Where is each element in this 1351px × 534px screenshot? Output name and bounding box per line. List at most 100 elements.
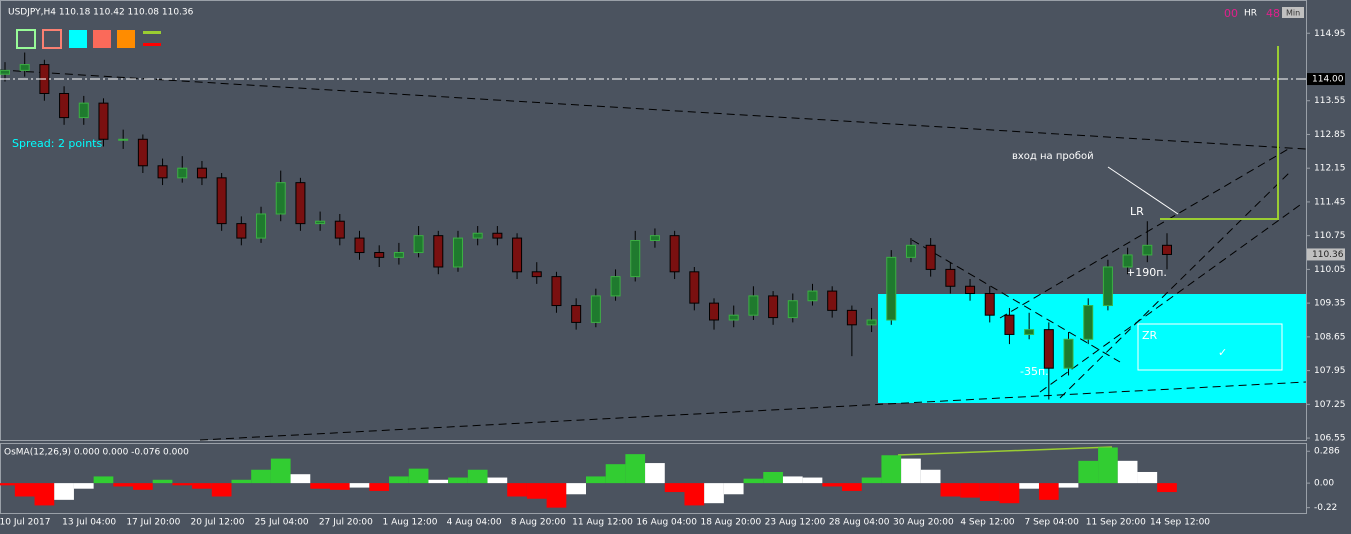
candle-body [571,305,582,323]
y-tick-label: 109.35 [1314,299,1346,309]
y-tick-label: 114.95 [1314,29,1346,39]
candle-body [748,295,759,316]
osma-bar [54,483,74,500]
tool-line[interactable] [143,31,161,34]
candle-body [905,244,916,258]
tool-square[interactable] [69,30,87,48]
tool-square[interactable] [93,30,111,48]
last-price-label: 110.36 [1312,250,1344,260]
candle-body [669,235,680,273]
candle-body [531,271,542,278]
candle-body [98,102,109,140]
osma-bar [1019,483,1039,489]
candle-body [709,302,720,321]
x-tick-label: 14 Sep 12:00 [1150,518,1210,528]
y-tick-label: 108.65 [1314,332,1346,342]
toolbar[interactable] [16,29,161,49]
candle-body [1142,244,1153,256]
tool-line[interactable] [143,43,161,46]
osma-bar [73,483,94,489]
gain-label: +190п. [1126,266,1167,279]
x-tick-label: 20 Jul 12:00 [191,518,245,528]
candle-body [256,213,267,239]
divergence-line [897,446,1113,456]
osma-bar [231,479,252,484]
osma-bar [251,469,271,484]
osma-bar [211,483,232,497]
main-frame [0,0,1307,441]
osma-bar [1137,471,1158,484]
osma-bar [1038,483,1059,500]
candle-body [1024,329,1035,335]
candle-body [1083,305,1094,340]
osma-bar [369,483,390,491]
chart-title: USDJPY,H4 110.18 110.42 110.08 110.36 [8,8,194,18]
osma-bar [605,464,626,484]
osma-bar [0,483,15,486]
y-tick-label: 112.85 [1314,130,1346,140]
candle-body [216,177,227,225]
x-tick-label: 28 Aug 04:00 [829,518,890,528]
osma-bar [329,483,350,490]
zone-label: ZR [1142,329,1158,342]
candle-body [413,235,424,254]
candle-body [492,232,503,239]
osma-bar [645,463,665,484]
y-tick-label: 107.95 [1314,366,1346,376]
y-tick-label: -0.22 [1314,503,1337,513]
osma-bar [428,479,449,484]
candle-body [472,232,483,239]
osma-bar [133,483,153,490]
y-tick-label: 113.55 [1314,96,1346,106]
candle-body [846,309,857,326]
y-tick-label: 106.55 [1314,434,1346,444]
y-tick-label: 0.286 [1314,447,1340,457]
x-tick-label: 11 Sep 20:00 [1086,518,1146,528]
osma-bar [979,483,1000,501]
candle-body [1162,244,1172,255]
x-tick-label: 16 Aug 04:00 [636,518,697,528]
candle-body [78,102,89,119]
osma-bar [704,483,724,504]
tool-square[interactable] [16,29,36,49]
candle-body [196,167,207,179]
osma-bar [310,483,330,489]
price-box [1307,73,1345,86]
x-tick-label: 23 Aug 12:00 [765,518,826,528]
osma-bar [664,483,685,493]
osma-bar [743,478,764,484]
tool-square[interactable] [117,30,135,48]
candle-body [866,319,877,326]
candle-body [236,223,247,239]
timer-unit: Min [1286,9,1300,18]
candle-body [374,252,385,258]
osma-bar [14,483,35,497]
osma-bar [684,483,705,506]
x-tick-label: 1 Aug 12:00 [383,518,438,528]
osma-bar [1098,447,1118,484]
lr-label: LR [1130,205,1144,218]
price-line-label: 114.00 [1312,75,1344,85]
x-tick-label: 11 Aug 12:00 [572,518,633,528]
osma-bar [822,483,843,487]
candle-body [610,276,621,297]
x-tick-label: 27 Jul 20:00 [319,518,373,528]
candle-body [984,292,995,316]
candle-body [945,268,956,287]
candle-body [886,256,897,321]
candle-body [177,167,188,179]
candle-body [452,237,463,268]
osma-bar [723,483,744,495]
osma-bar [467,469,488,484]
candle-body [433,235,444,268]
candle-body [649,235,660,241]
candle-body [118,138,129,141]
candle-body [315,220,326,225]
candle-body [59,92,70,119]
candle-body [19,64,30,71]
entry-label: вход на пробой [1012,151,1094,162]
tool-square[interactable] [42,29,62,49]
osma-bar [940,483,961,497]
osma-bar [960,483,980,498]
osma-bar [270,458,291,484]
